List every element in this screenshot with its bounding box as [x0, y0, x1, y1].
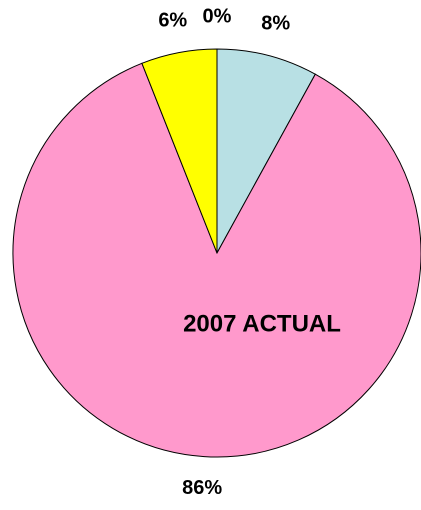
data-label: 0%	[203, 5, 232, 27]
annotation: 2007 ACTUAL	[183, 310, 341, 337]
pie-slice	[12, 62, 421, 458]
pie-slice	[216, 48, 316, 254]
data-label: 86%	[182, 477, 222, 499]
data-label: 8%	[261, 13, 290, 35]
data-label: 6%	[158, 9, 187, 31]
